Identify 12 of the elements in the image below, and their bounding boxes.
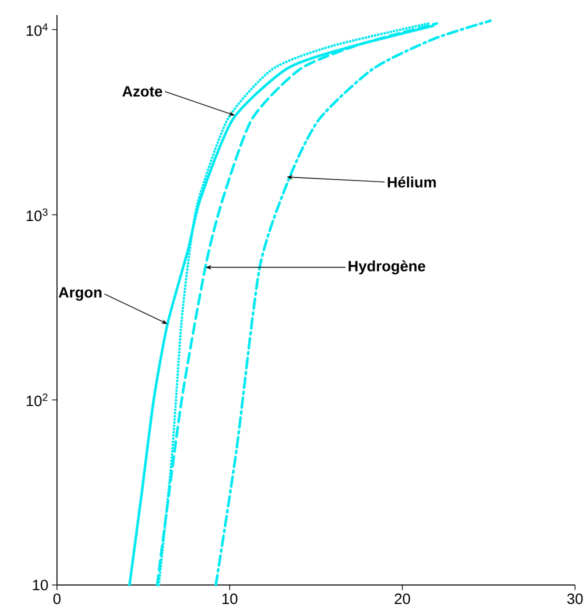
y-tick-label: 10$^{4}$ [26,23,48,36]
annotation: Azote [122,86,162,97]
x-tick-label: 0 [53,594,61,604]
annotation: Argon [58,287,102,301]
x-tick-label: 30 [567,594,583,604]
y-tick-label: 10 [33,580,48,590]
x-tick-label: 20 [394,594,410,604]
y-tick-label: 10$^{2}$ [26,394,48,406]
annotation: Hélium [388,176,436,188]
y-tick-label: 10$^{3}$ [26,208,48,222]
annotation: Hydrogène [348,260,426,274]
x-tick-label: 10 [222,594,238,604]
